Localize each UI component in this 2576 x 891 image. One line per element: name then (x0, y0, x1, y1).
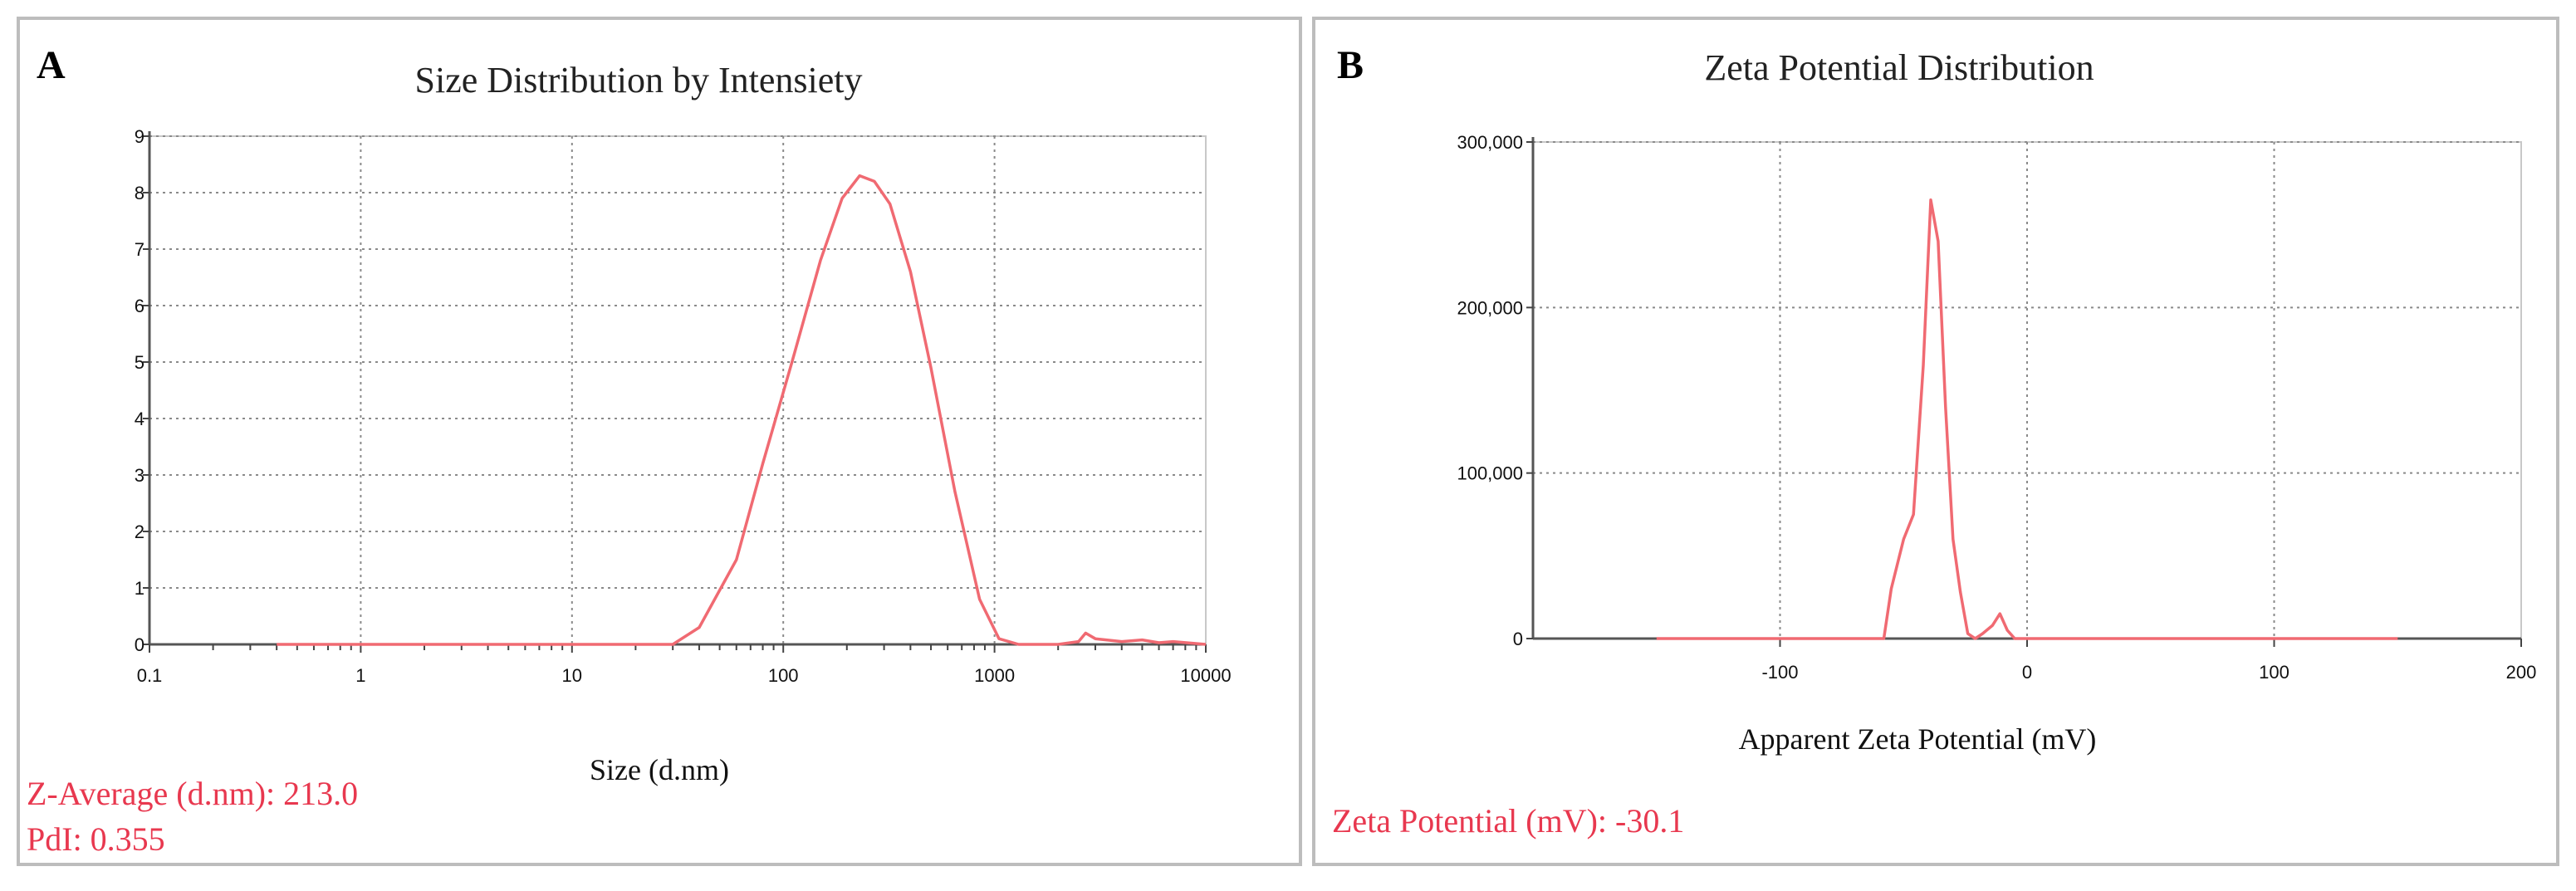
x-tick-labels: -100 0 100 200 (1761, 662, 2536, 683)
axes (1526, 137, 2522, 647)
y-tick-label: 2 (135, 521, 144, 542)
zeta-potential-annotation: Zeta Potential (mV): -30.1 (1332, 802, 1684, 840)
x-tick-label: 200 (2506, 662, 2537, 683)
y-tick-label: 1 (135, 578, 144, 599)
y-tick-labels: 0 1 2 3 4 5 6 7 8 9 (135, 126, 144, 655)
size-distribution-chart: A Size Distribution by Intensiety 0.1 1 10… (27, 43, 1232, 858)
x-tick-label: 10000 (1180, 665, 1231, 686)
pdi-annotation: PdI: 0.355 (27, 820, 165, 858)
panel-size-distribution: A Size Distribution by Intensiety 0.1 1 10… (17, 17, 1302, 866)
x-tick-label: 0 (2022, 662, 2032, 683)
series (1656, 198, 2398, 640)
y-tick-label: 3 (135, 465, 144, 486)
series (277, 174, 1207, 646)
x-axis-label: Apparent Zeta Potential (mV) (1739, 722, 2097, 756)
x-tick-label: 1000 (974, 665, 1015, 686)
chart-title: Size Distribution by Intensiety (415, 60, 863, 100)
y-tick-labels: 0 100,000 200,000 300,000 (1457, 132, 1523, 649)
y-tick-label: 8 (135, 183, 144, 203)
x-tick-label: -100 (1761, 662, 1798, 683)
x-tick-label: 100 (2259, 662, 2290, 683)
x-tick-label: 1 (355, 665, 365, 686)
panel-zeta-potential: B Zeta Potential Distribution -100 0 100 20… (1312, 17, 2559, 866)
z-average-annotation: Z-Average (d.nm): 213.0 (27, 775, 358, 812)
x-tick-label: 0.1 (137, 665, 163, 686)
series-line (1656, 198, 2398, 640)
axes (143, 131, 1207, 653)
chart-title: Zeta Potential Distribution (1704, 47, 2094, 88)
y-tick-label: 4 (135, 409, 144, 429)
series-line (277, 174, 1207, 646)
y-tick-label: 9 (135, 126, 144, 147)
panel-letter: A (37, 43, 66, 87)
y-tick-label: 6 (135, 296, 144, 316)
grid-lines (1532, 141, 2522, 639)
x-tick-label: 10 (562, 665, 582, 686)
panel-letter: B (1337, 43, 1364, 87)
zeta-potential-chart: B Zeta Potential Distribution -100 0 100 20… (1332, 43, 2536, 840)
y-tick-label: 0 (135, 634, 144, 655)
x-axis-label: Size (d.nm) (590, 753, 729, 786)
plot-frame (149, 135, 1207, 645)
y-tick-label: 0 (1513, 629, 1523, 649)
y-tick-label: 200,000 (1457, 297, 1523, 318)
y-tick-label: 100,000 (1457, 463, 1523, 484)
grid-lines (149, 135, 1207, 645)
x-tick-label: 100 (768, 665, 799, 686)
y-tick-label: 5 (135, 352, 144, 373)
y-tick-label: 300,000 (1457, 132, 1523, 153)
x-tick-labels: 0.1 1 10 100 1000 10000 (137, 665, 1232, 686)
y-tick-label: 7 (135, 239, 144, 260)
